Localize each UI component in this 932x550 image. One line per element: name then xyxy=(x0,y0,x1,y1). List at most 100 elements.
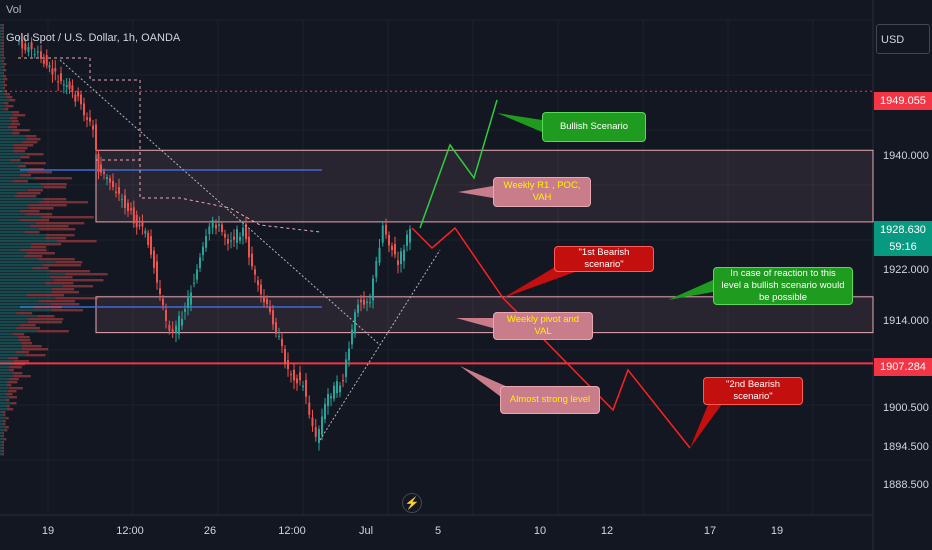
volume-profile-bar xyxy=(40,183,67,186)
candle-body xyxy=(333,385,335,399)
candle-body xyxy=(269,306,271,312)
callout-weekly-r1[interactable]: Weekly R1 , POC, VAH xyxy=(493,177,591,207)
volume-profile-bar xyxy=(0,402,12,405)
volume-profile-bar xyxy=(0,405,7,408)
volume-profile-bar xyxy=(2,24,4,27)
volume-profile-bar xyxy=(0,363,14,366)
volume-profile-bar xyxy=(0,237,45,240)
volume-profile-bar xyxy=(0,96,7,99)
volume-profile-bar xyxy=(7,384,12,387)
volume-profile-bar xyxy=(19,249,47,252)
volume-profile-bar xyxy=(0,63,3,66)
volume-profile-bar xyxy=(16,192,41,195)
volume-profile-bar xyxy=(0,324,20,327)
volume-profile-bar xyxy=(39,228,76,231)
va-dashed-line xyxy=(96,159,141,198)
volume-profile-bar xyxy=(0,222,36,225)
volume-profile-bar xyxy=(19,219,50,222)
trendline-down xyxy=(59,59,381,346)
volume-profile-bar xyxy=(0,309,52,312)
volume-profile-bar xyxy=(0,270,50,273)
time-tick: 26 xyxy=(203,525,217,537)
volume-profile-bar xyxy=(1,27,4,30)
candle-body xyxy=(388,235,390,246)
lightning-icon[interactable]: ⚡ xyxy=(402,493,422,513)
volume-profile-bar xyxy=(0,357,9,360)
volume-profile-bar xyxy=(0,135,26,138)
volume-profile-bar xyxy=(2,423,6,426)
symbol-title[interactable]: Gold Spot / U.S. Dollar, 1h, OANDA xyxy=(6,32,181,44)
volume-profile-bar xyxy=(0,180,13,183)
volume-profile-bar xyxy=(29,207,54,210)
callout-first-bearish[interactable]: "1st Bearish scenario" xyxy=(554,246,654,272)
volume-profile-bar xyxy=(0,51,3,54)
candle-body xyxy=(162,298,164,306)
volume-profile-bar xyxy=(41,216,94,219)
volume-profile-bar xyxy=(10,159,21,162)
volume-profile-bar xyxy=(0,123,11,126)
candle-body xyxy=(202,246,204,256)
volume-profile-bar xyxy=(0,441,3,444)
volume-profile-bar xyxy=(2,39,4,42)
volume-profile-bar xyxy=(25,135,37,138)
volume-profile-bar xyxy=(0,60,3,63)
volume-profile-bar xyxy=(26,138,41,141)
volume-profile-bar xyxy=(5,105,14,108)
callout-reaction-bullish[interactable]: In case of reaction to this level a bull… xyxy=(713,267,853,305)
bullish-path xyxy=(419,99,498,229)
time-tick: 5 xyxy=(434,525,442,537)
volume-profile-bar xyxy=(0,396,10,399)
volume-profile-bar xyxy=(4,90,8,93)
volume-profile-bar xyxy=(0,390,8,393)
candle-body xyxy=(257,280,259,286)
candle-body xyxy=(92,125,94,130)
volume-profile-bar xyxy=(0,189,28,192)
volume-profile-bar xyxy=(0,36,3,39)
currency-selector[interactable]: USD xyxy=(876,24,930,54)
volume-profile-bar xyxy=(0,285,63,288)
volume-profile-bar xyxy=(0,387,10,390)
candle-body xyxy=(54,68,57,72)
volume-profile-bar xyxy=(7,390,17,393)
callout-bullish-scenario[interactable]: Bullish Scenario xyxy=(542,112,646,142)
volume-profile-bar xyxy=(12,114,26,117)
volume-profile-bar xyxy=(0,450,3,453)
volume-profile-bar xyxy=(0,138,27,141)
volume-profile-bar xyxy=(0,48,2,51)
callout-strong-level[interactable]: Almost strong level xyxy=(500,386,600,414)
volume-profile-bar xyxy=(0,369,9,372)
volume-profile-bar xyxy=(0,78,4,81)
volume-profile-bar xyxy=(0,417,6,420)
volume-profile-bar xyxy=(0,207,30,210)
candle-body xyxy=(190,292,192,305)
candle-body xyxy=(89,117,91,122)
volume-profile-bar xyxy=(39,201,89,204)
candle-body xyxy=(375,261,378,278)
volume-profile-bar xyxy=(0,438,4,441)
candle-body xyxy=(400,251,402,265)
callout-second-bearish[interactable]: "2nd Bearish scenario" xyxy=(703,377,803,405)
volume-profile-bar xyxy=(0,105,6,108)
volume-profile-bar xyxy=(0,303,51,306)
volume-profile-bar xyxy=(0,99,10,102)
volume-profile-bar xyxy=(0,24,3,27)
price-tick: 1922.000 xyxy=(883,264,929,276)
volume-profile-bar xyxy=(13,147,28,150)
candle-body xyxy=(130,208,132,211)
candle-body xyxy=(311,417,314,427)
volume-profile-bar xyxy=(0,228,40,231)
volume-profile-bar xyxy=(0,333,13,336)
candle-body xyxy=(397,260,399,265)
volume-profile-bar xyxy=(18,165,26,168)
volume-profile-bar xyxy=(0,69,4,72)
volume-profile-bar xyxy=(26,354,46,357)
candle-body xyxy=(132,207,135,224)
volume-profile-bar xyxy=(2,447,4,450)
volume-profile-bar xyxy=(17,336,30,339)
volume-profile-bar xyxy=(55,261,83,264)
callout-weekly-pivot[interactable]: Weekly pivot and VAL xyxy=(493,312,593,340)
countdown-badge: 59:16 xyxy=(874,238,932,256)
candle-body xyxy=(251,253,253,267)
